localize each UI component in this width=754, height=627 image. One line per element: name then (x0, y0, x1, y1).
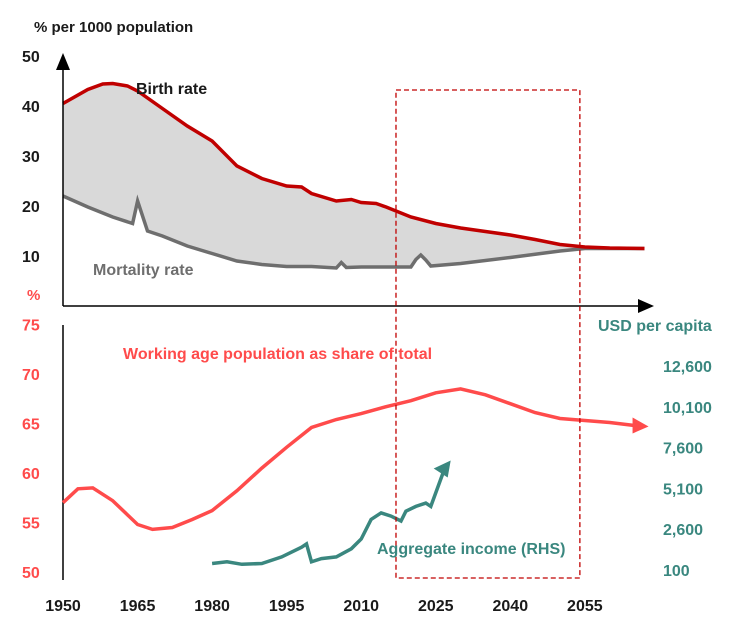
y-axis-arrow (56, 53, 70, 70)
bottom-y-axis-label: % (27, 287, 40, 304)
right-y-tick-label: 2,600 (663, 522, 703, 539)
x-tick-label: 1980 (194, 598, 230, 615)
x-tick-label: 2055 (567, 598, 603, 615)
aggregate-income-line (211, 464, 448, 567)
x-axis-arrow (638, 299, 654, 313)
mortality-rate-line (62, 194, 645, 270)
left-y-tick-label: 65 (22, 417, 40, 434)
right-y-tick-label: 7,600 (663, 441, 703, 458)
bottom-panel: 50 55 60 65 70 75 100 2,600 5,100 7,600 10,100 12,6… (22, 89, 712, 615)
left-y-tick-label: 60 (22, 466, 40, 483)
x-tick-label: 1950 (45, 598, 81, 615)
right-y-tick-label: 100 (663, 563, 690, 580)
x-tick-label: 1965 (120, 598, 156, 615)
x-tick-label: 2025 (418, 598, 454, 615)
right-y-tick-label: 10,100 (663, 400, 712, 417)
aggregate-income-label: Aggregate income (RHS) (377, 541, 565, 558)
left-y-tick-label: 50 (22, 565, 40, 582)
working-age-arrow (632, 417, 649, 434)
right-y-axis-label: USD per capita (598, 318, 712, 335)
birth-rate-line (62, 81, 645, 251)
top-y-tick-label: 50 (22, 49, 40, 66)
highlight-dashed-box (395, 89, 581, 579)
x-tick-label: 2040 (493, 598, 529, 615)
top-panel: 10 20 30 40 50 (22, 49, 654, 313)
right-y-tick-label: 12,600 (663, 359, 712, 376)
top-y-tick-label: 40 (22, 99, 40, 116)
top-y-tick-label: 10 (22, 249, 40, 266)
left-y-tick-label: 70 (22, 367, 40, 384)
working-age-label: Working age population as share of total (123, 346, 432, 363)
top-y-tick-label: 30 (22, 149, 40, 166)
aggregate-income-arrow (433, 460, 451, 478)
left-y-tick-label: 55 (22, 516, 40, 533)
birth-rate-label: Birth rate (136, 81, 207, 98)
top-y-tick-label: 20 (22, 199, 40, 216)
x-tick-label: 2010 (343, 598, 379, 615)
right-y-tick-label: 5,100 (663, 481, 703, 498)
left-y-tick-label: 75 (22, 318, 40, 335)
top-y-axis-label: % per 1000 population (34, 19, 193, 36)
working-age-line (61, 387, 635, 532)
mortality-rate-label: Mortality rate (93, 262, 194, 279)
x-tick-label: 1995 (269, 598, 305, 615)
rate-gap-area (63, 83, 645, 268)
